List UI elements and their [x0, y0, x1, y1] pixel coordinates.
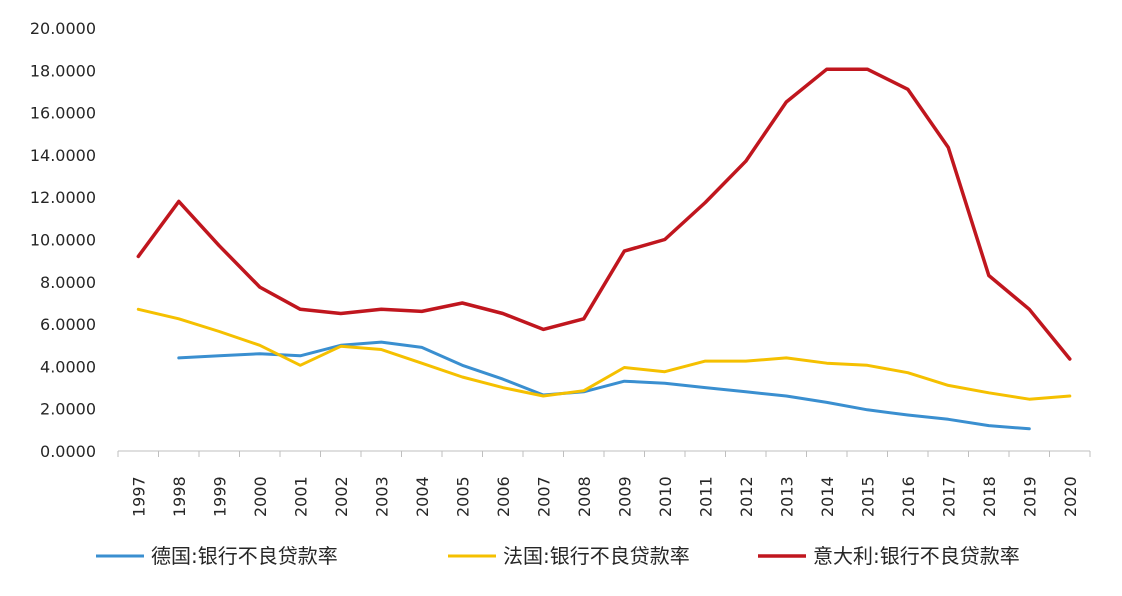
y-tick-label: 6.0000 [40, 315, 96, 334]
y-tick-label: 20.0000 [30, 19, 96, 38]
x-tick-label: 2019 [1020, 476, 1039, 517]
y-tick-label: 16.0000 [30, 104, 96, 123]
x-tick-label: 2001 [291, 476, 310, 517]
series-line [177, 340, 1031, 431]
x-axis-ticks: 1997 1998 1999 2000 2001 2002 2003 2004 2005 2006… [129, 476, 1080, 517]
y-tick-label: 12.0000 [30, 188, 96, 207]
x-tick-label: 2015 [858, 476, 877, 517]
x-tick-label: 2018 [980, 476, 999, 517]
x-tick-label: 2002 [332, 476, 351, 517]
y-tick-label: 18.0000 [30, 61, 96, 80]
x-tick-label: 2003 [372, 476, 391, 517]
x-tick-label: 2014 [818, 476, 837, 517]
axes [117, 450, 1091, 457]
x-tick-label: 1999 [210, 476, 229, 517]
series-lines [136, 67, 1072, 431]
x-tick-label: 2013 [777, 476, 796, 517]
x-tick-label: 2005 [453, 476, 472, 517]
x-tick-label: 2008 [575, 476, 594, 517]
x-tick-label: 2010 [656, 476, 675, 517]
legend-label: 法国:银行不良贷款率 [503, 544, 690, 568]
x-tick-label: 2017 [939, 476, 958, 517]
legend-label: 德国:银行不良贷款率 [151, 544, 338, 568]
x-tick-label: 1998 [170, 476, 189, 517]
y-tick-label: 4.0000 [40, 357, 96, 376]
x-tick-label: 2016 [899, 476, 918, 517]
y-tick-label: 2.0000 [40, 400, 96, 419]
x-tick-label: 2007 [534, 476, 553, 517]
x-tick-label: 2012 [737, 476, 756, 517]
legend-label: 意大利:银行不良贷款率 [813, 544, 1020, 568]
x-tick-label: 2006 [494, 476, 513, 517]
x-tick-label: 2000 [251, 476, 270, 517]
x-tick-label: 2004 [413, 476, 432, 517]
x-tick-label: 2020 [1061, 476, 1080, 517]
y-tick-label: 8.0000 [40, 273, 96, 292]
y-tick-label: 0.0000 [40, 442, 96, 461]
x-tick-label: 2009 [615, 476, 634, 517]
legend: 德国:银行不良贷款率 法国:银行不良贷款率 意大利:银行不良贷款率 [96, 544, 1020, 568]
series-line [136, 307, 1072, 401]
y-tick-label: 14.0000 [30, 146, 96, 165]
x-tick-label: 2011 [696, 476, 715, 517]
y-tick-label: 10.0000 [30, 231, 96, 250]
y-axis-ticks: 0.0000 2.0000 4.0000 6.0000 8.0000 10.0000 12.… [30, 19, 96, 461]
x-tick-label: 1997 [129, 476, 148, 517]
series-line [136, 67, 1072, 361]
